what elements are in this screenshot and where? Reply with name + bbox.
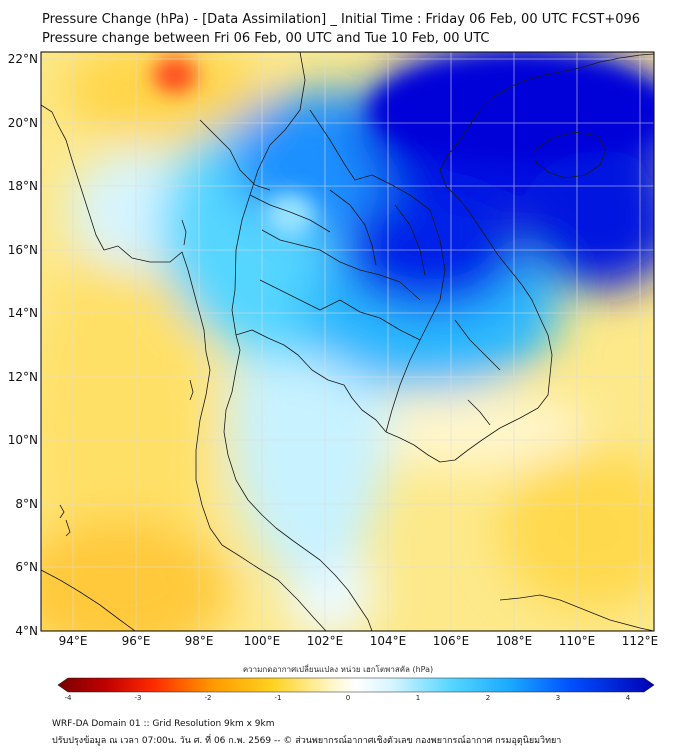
colorbar-ticks: -4 -3 -2 -1 0 1 2 3 4 [65, 694, 631, 702]
map-subtitle: Pressure change between Fri 06 Feb, 00 U… [42, 31, 490, 46]
colorbar: -4 -3 -2 -1 0 1 2 3 4 [57, 677, 655, 702]
lat-label: 4°N [15, 624, 38, 638]
pressure-change-map: 22°N 20°N 18°N 16°N 14°N 12°N 10°N 8°N 6… [8, 51, 659, 702]
colorbar-tick: 3 [556, 694, 560, 702]
lat-lon-grid [41, 52, 654, 631]
colorbar-tick: 0 [346, 694, 350, 702]
pressure-field [41, 52, 654, 631]
map-frame [40, 51, 655, 632]
model-info: WRF-DA Domain 01 :: Grid Resolution 9km … [52, 719, 275, 729]
lon-label: 106°E [433, 634, 470, 648]
colorbar-bar [57, 677, 655, 693]
lat-label: 12°N [8, 370, 38, 384]
lat-label: 14°N [8, 306, 38, 320]
lon-label: 104°E [370, 634, 407, 648]
latitude-axis: 22°N 20°N 18°N 16°N 14°N 12°N 10°N 8°N 6… [8, 52, 38, 638]
lon-label: 108°E [496, 634, 533, 648]
map-title: Pressure Change (hPa) - [Data Assimilati… [42, 12, 641, 27]
colorbar-tick: -4 [65, 694, 73, 702]
colorbar-tick: 4 [626, 694, 631, 702]
lon-label: 96°E [122, 634, 151, 648]
colorbar-tick: -1 [275, 694, 282, 702]
lat-label: 16°N [8, 243, 38, 257]
lat-label: 6°N [15, 560, 38, 574]
coastlines-and-borders [41, 52, 654, 631]
lon-label: 110°E [559, 634, 596, 648]
lat-label: 20°N [8, 116, 38, 130]
colorbar-tick: 1 [416, 694, 420, 702]
colorbar-title: ความกดอากาศเปลี่ยนแปลง หน่วย เฮกโตพาสคัล… [242, 665, 434, 674]
lat-label: 8°N [15, 497, 38, 511]
lon-label: 100°E [244, 634, 281, 648]
lat-label: 10°N [8, 433, 38, 447]
longitude-axis: 94°E 96°E 98°E 100°E 102°E 104°E 106°E 1… [59, 634, 659, 648]
update-credit: ปรับปรุงข้อมูล ณ เวลา 07:00น. วัน ศ. ที่… [52, 736, 562, 746]
lon-label: 94°E [59, 634, 88, 648]
lat-label: 18°N [8, 179, 38, 193]
lon-label: 98°E [185, 634, 214, 648]
colorbar-tick: 2 [486, 694, 490, 702]
lon-label: 102°E [307, 634, 344, 648]
lat-label: 22°N [8, 52, 38, 66]
colorbar-tick: -3 [135, 694, 142, 702]
colorbar-tick: -2 [205, 694, 212, 702]
lon-label: 112°E [622, 634, 659, 648]
